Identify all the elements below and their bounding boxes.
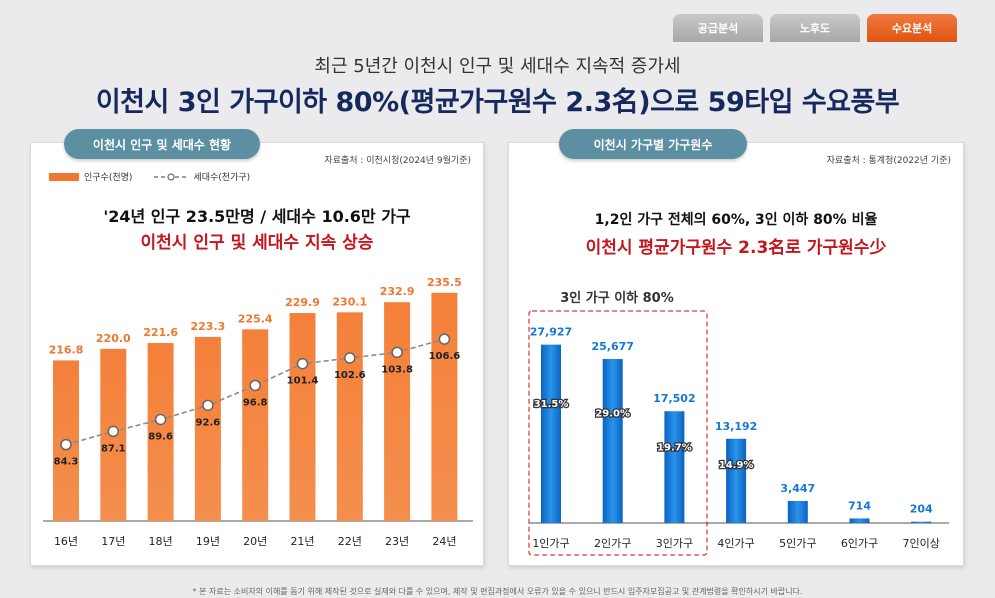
household-bar — [911, 521, 932, 523]
x-tick-label: 3인가구 — [656, 537, 693, 550]
population-panel-title: 이천시 인구 및 세대수 현황 — [64, 129, 260, 159]
population-value-label: 229.9 — [285, 296, 320, 309]
household-value-label: 25,677 — [591, 340, 633, 353]
x-tick-label: 23년 — [385, 535, 409, 548]
households-value-label: 102.6 — [334, 370, 366, 381]
population-value-label: 220.0 — [96, 332, 131, 345]
household-size-subheadline: 이천시 평균가구원수 2.3名로 가구원수少 — [585, 238, 887, 258]
household-percent-label: 14.9% — [719, 460, 754, 471]
population-chart: 216.8 16년 220.0 17년 221.6 18년 223.3 19년 225.4 20년… — [43, 276, 473, 548]
households-point — [296, 357, 309, 370]
households-point — [391, 346, 403, 359]
household-value-label: 17,502 — [653, 392, 695, 405]
household-value-label: 13,192 — [715, 420, 757, 433]
legend-item-households: 세대수(천가구) — [154, 170, 250, 183]
population-panel: 이천시 인구 및 세대수 현황 자료출처 : 이천시청(2024년 9월기준) … — [30, 129, 484, 566]
population-value-label: 230.1 — [332, 295, 367, 308]
households-value-label: 84.3 — [54, 457, 79, 468]
x-tick-label: 6인가구 — [841, 537, 878, 550]
legend-item-population: 인구수(천명) — [49, 170, 132, 183]
population-value-label: 232.9 — [380, 285, 415, 298]
population-value-label: 216.8 — [49, 343, 84, 356]
household-percent-label: 29.0% — [595, 408, 630, 419]
households-point — [60, 438, 72, 451]
chart-legend: 인구수(천명) 세대수(천가구) — [49, 170, 250, 183]
household-bar — [664, 411, 685, 523]
page-title: 이천시 3인 가구이하 80%(평균가구원수 2.3名)으로 59타입 수요풍부 — [95, 87, 900, 118]
legend-bar-swatch — [49, 172, 79, 181]
households-value-label: 106.6 — [429, 351, 461, 362]
x-tick-label: 22년 — [338, 535, 362, 548]
legend-label-households: 세대수(천가구) — [193, 173, 251, 183]
household-size-panel: 이천시 가구별 가구원수 자료출처 : 통계청(2022년 기준) 1,2인 가… — [508, 129, 964, 566]
population-value-label: 235.5 — [427, 276, 462, 289]
x-tick-label: 21년 — [290, 535, 314, 548]
x-tick-label: 5인가구 — [779, 537, 816, 550]
household-size-headline: 1,2인 가구 전체의 60%, 3인 이하 80% 비율 — [594, 212, 878, 228]
population-bar — [336, 312, 363, 521]
household-value-label: 714 — [848, 499, 871, 512]
households-value-label: 101.4 — [287, 376, 319, 387]
tab-demand[interactable]: 수요분석 — [867, 14, 957, 42]
population-value-label: 221.6 — [143, 326, 178, 339]
household-percent-label: 31.5% — [534, 399, 569, 410]
x-tick-label: 24년 — [432, 535, 456, 548]
population-source: 자료출처 : 이천시청(2024년 9월기준) — [324, 156, 471, 166]
household-value-label: 204 — [910, 503, 933, 516]
tab-bar: 공급분석 노후도 수요분석 — [673, 14, 957, 42]
tab-aging[interactable]: 노후도 — [770, 14, 860, 42]
household-size-chart: 3인 가구 이하 80% 27,927 31.5% 1인가구 25,677 29.0% 2인… — [528, 290, 949, 556]
households-value-label: 87.1 — [101, 443, 126, 454]
x-tick-label: 18년 — [149, 535, 173, 548]
population-bar — [431, 292, 458, 521]
population-value-label: 225.4 — [238, 312, 273, 325]
population-bar — [242, 329, 269, 521]
x-tick-label: 7인이상 — [903, 537, 940, 550]
population-subheadline: 이천시 인구 및 세대수 지속 상승 — [140, 233, 374, 253]
population-bar — [384, 302, 411, 521]
tab-supply[interactable]: 공급분석 — [673, 14, 763, 42]
households-value-label: 89.6 — [148, 432, 173, 443]
household-bar — [541, 344, 561, 523]
disclaimer-footnote: * 본 자료는 소비자의 이해를 돕기 위해 제작된 것으로 실제와 다를 수 … — [192, 587, 803, 596]
households-point — [438, 333, 451, 345]
highlight-box-label: 3인 가구 이하 80% — [560, 290, 674, 306]
x-tick-label: 20년 — [243, 535, 267, 548]
x-tick-label: 2인가구 — [594, 537, 631, 550]
household-bar — [849, 518, 870, 523]
household-percent-label: 19.7% — [657, 442, 692, 453]
households-value-label: 96.8 — [243, 397, 268, 408]
population-bar — [194, 336, 221, 521]
household-value-label: 27,927 — [530, 326, 572, 339]
households-point — [344, 352, 356, 364]
household-size-panel-title: 이천시 가구별 가구원수 — [559, 129, 747, 159]
x-tick-label: 17년 — [101, 535, 125, 548]
households-point — [154, 413, 167, 426]
household-size-source: 자료출처 : 통계청(2022년 기준) — [826, 156, 951, 166]
three-person-highlight-box — [528, 310, 708, 556]
household-bar — [602, 359, 623, 523]
population-value-label: 223.3 — [191, 320, 226, 333]
population-bar — [147, 343, 174, 521]
household-value-label: 3,447 — [780, 482, 815, 495]
legend-line-swatch — [154, 172, 189, 181]
households-point — [107, 425, 120, 438]
population-headline: '24년 인구 23.5만명 / 세대수 10.6만 가구 — [103, 207, 411, 226]
household-bar — [787, 500, 808, 523]
x-tick-label: 19년 — [196, 535, 220, 548]
households-point — [202, 399, 214, 412]
page-subtitle: 최근 5년간 이천시 인구 및 세대수 지속적 증가세 — [314, 56, 681, 77]
households-value-label: 92.6 — [196, 417, 221, 428]
households-value-label: 103.8 — [381, 364, 413, 375]
population-bar — [289, 313, 316, 521]
household-bar — [726, 438, 747, 523]
households-point — [249, 379, 261, 392]
legend-label-population: 인구수(천명) — [84, 173, 133, 183]
x-tick-label: 1인가구 — [532, 537, 569, 550]
x-tick-label: 4인가구 — [717, 537, 754, 550]
households-line — [65, 338, 445, 446]
x-tick-label: 16년 — [54, 535, 78, 548]
